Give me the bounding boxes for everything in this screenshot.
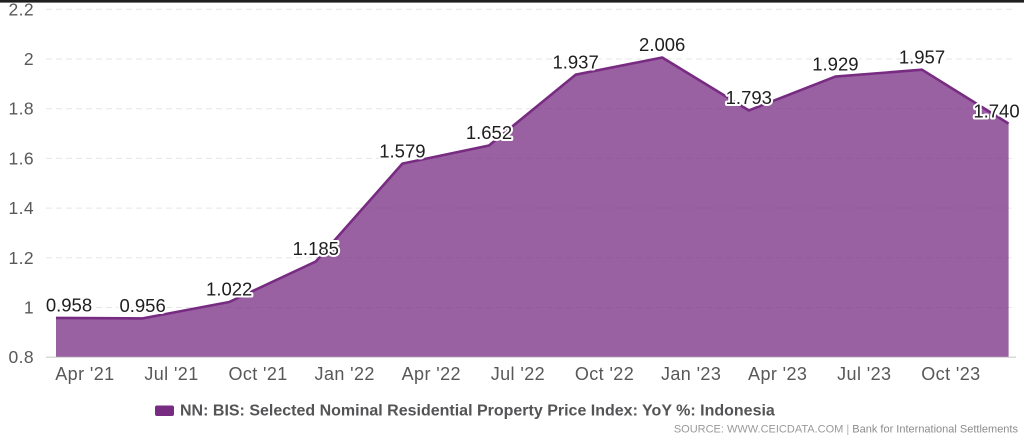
svg-text:Oct '23: Oct '23 [921,364,980,384]
svg-text:2.006: 2.006 [639,34,685,55]
svg-text:1.937: 1.937 [552,51,598,72]
svg-text:Apr '23: Apr '23 [748,364,807,384]
svg-text:Jul '21: Jul '21 [144,364,198,384]
svg-text:1.652: 1.652 [466,122,512,143]
svg-text:Oct '21: Oct '21 [228,364,287,384]
svg-text:1.793: 1.793 [726,87,772,108]
svg-text:1.740: 1.740 [973,100,1019,121]
svg-text:1.022: 1.022 [206,279,252,300]
svg-text:1.579: 1.579 [379,140,425,161]
svg-text:Jul '22: Jul '22 [491,364,545,384]
svg-text:Apr '22: Apr '22 [402,364,461,384]
svg-text:1.2: 1.2 [8,248,34,268]
svg-text:1.929: 1.929 [812,53,858,74]
svg-text:NN: BIS: Selected Nominal Resi: NN: BIS: Selected Nominal Residential Pr… [180,403,775,420]
svg-text:1.6: 1.6 [8,148,34,168]
svg-text:Jan '23: Jan '23 [661,364,721,384]
svg-text:1.4: 1.4 [8,198,34,218]
svg-text:Oct '22: Oct '22 [575,364,634,384]
svg-text:1.185: 1.185 [293,238,339,259]
svg-text:1.957: 1.957 [899,46,945,67]
svg-text:Jul '23: Jul '23 [837,364,891,384]
svg-text:0.956: 0.956 [119,295,165,316]
svg-text:0.8: 0.8 [8,347,34,367]
svg-text:Apr '21: Apr '21 [55,364,114,384]
svg-text:0.958: 0.958 [46,295,92,316]
svg-text:2: 2 [24,49,34,69]
svg-text:1.8: 1.8 [8,99,34,119]
svg-text:SOURCE: WWW.CEICDATA.COM | Ban: SOURCE: WWW.CEICDATA.COM | Bank for Inte… [674,423,1019,435]
svg-text:1: 1 [24,298,34,318]
svg-text:2.2: 2.2 [8,0,34,19]
svg-text:Jan '22: Jan '22 [315,364,375,384]
